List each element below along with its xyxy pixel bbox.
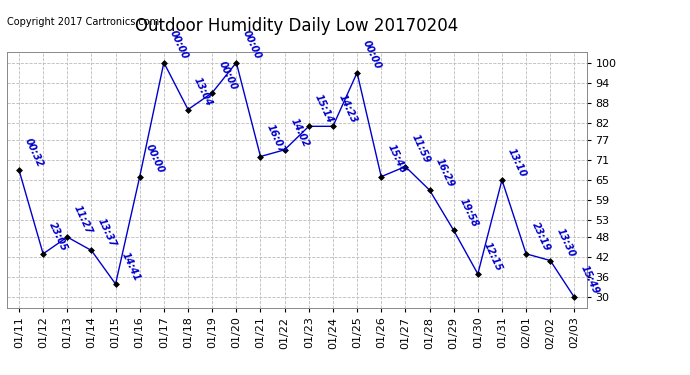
Text: 13:04: 13:04 (193, 76, 215, 108)
Text: Outdoor Humidity Daily Low 20170204: Outdoor Humidity Daily Low 20170204 (135, 17, 458, 35)
Text: 00:00: 00:00 (241, 29, 263, 61)
Text: 12:15: 12:15 (482, 240, 504, 273)
Text: 00:00: 00:00 (168, 29, 190, 61)
Text: 15:14: 15:14 (313, 93, 335, 125)
Text: 14:02: 14:02 (289, 116, 311, 148)
Text: Humidity  (%): Humidity (%) (590, 20, 678, 30)
Text: 00:00: 00:00 (144, 143, 166, 175)
Text: Copyright 2017 Cartronics.com: Copyright 2017 Cartronics.com (7, 17, 159, 27)
Text: 16:07: 16:07 (265, 123, 287, 155)
Text: 11:27: 11:27 (72, 204, 94, 236)
Text: 00:00: 00:00 (362, 39, 384, 71)
Text: 16:29: 16:29 (434, 156, 456, 189)
Text: 14:23: 14:23 (337, 93, 359, 125)
Text: 00:32: 00:32 (23, 136, 46, 168)
Text: 15:46: 15:46 (386, 143, 408, 175)
Text: 13:30: 13:30 (555, 227, 577, 259)
Text: 23:05: 23:05 (48, 220, 70, 252)
Text: 11:59: 11:59 (410, 133, 432, 165)
Text: 14:41: 14:41 (120, 251, 142, 283)
Text: 23:19: 23:19 (531, 220, 553, 252)
Text: 13:10: 13:10 (506, 146, 529, 178)
Text: 13:37: 13:37 (96, 217, 118, 249)
Text: 00:00: 00:00 (217, 59, 239, 92)
Text: 19:58: 19:58 (458, 197, 480, 229)
Text: 15:49: 15:49 (579, 264, 601, 296)
